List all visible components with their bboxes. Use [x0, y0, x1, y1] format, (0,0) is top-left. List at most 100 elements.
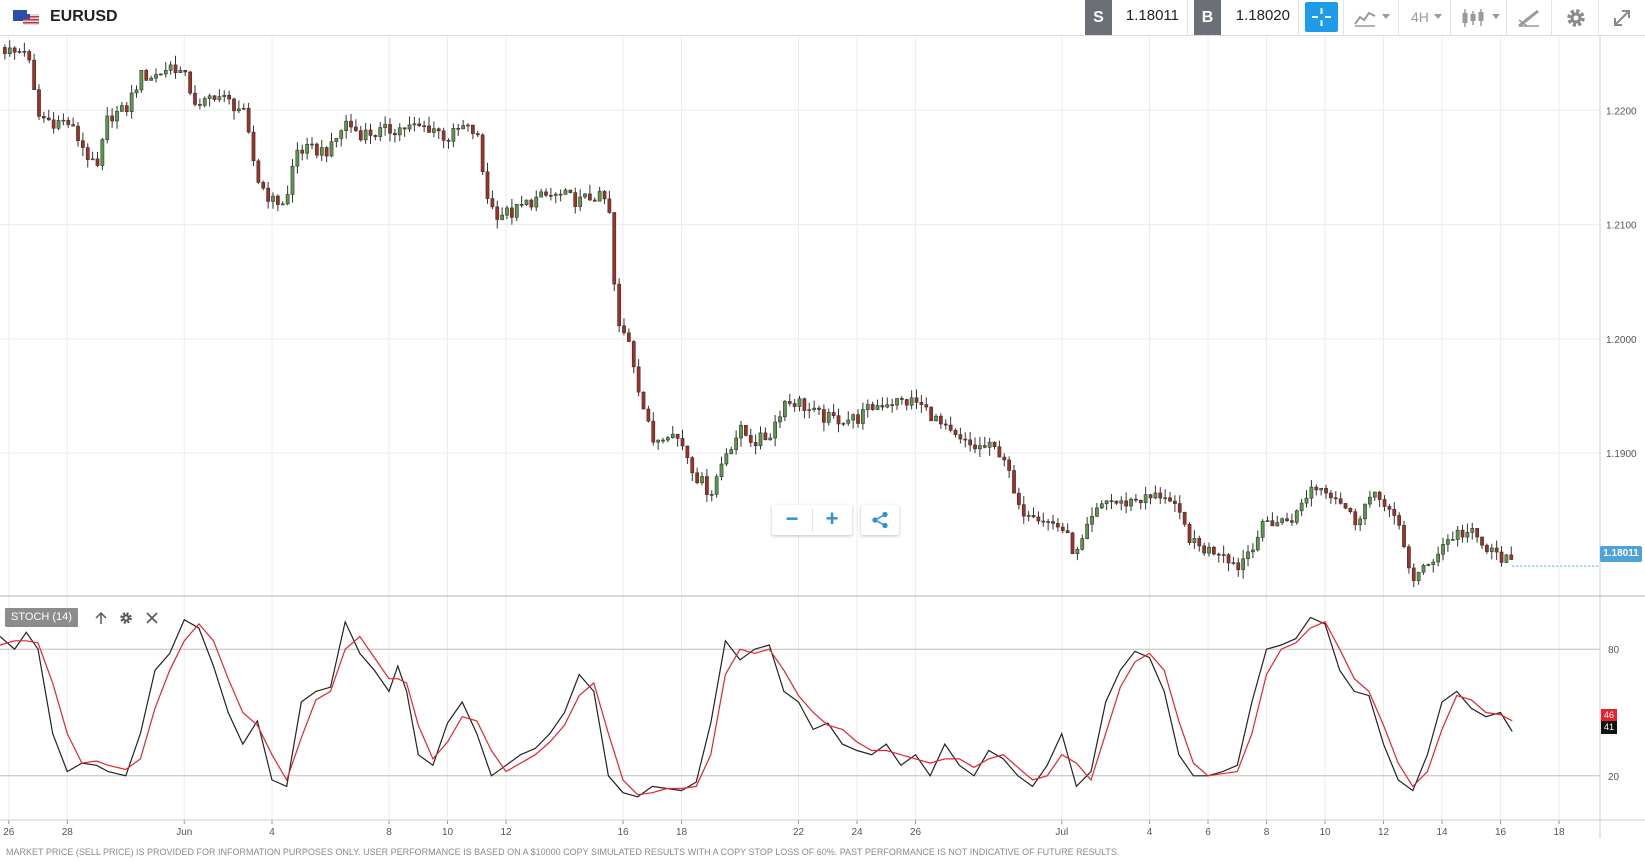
- candle-body: [436, 128, 441, 132]
- current-price-badge: 1.18011: [1600, 546, 1642, 562]
- candle-body: [958, 434, 963, 440]
- candle-body: [1119, 500, 1124, 504]
- candle-body: [1402, 525, 1406, 548]
- symbol-title[interactable]: EURUSD: [50, 8, 118, 25]
- candle-body: [778, 416, 782, 423]
- candle-body: [851, 414, 855, 421]
- candle-body: [66, 119, 71, 125]
- candle-body: [846, 419, 851, 424]
- candle-body: [973, 444, 977, 450]
- candle-body: [553, 193, 558, 196]
- candle-body: [173, 64, 178, 74]
- candle-body: [695, 472, 699, 484]
- crosshair-button[interactable]: [1305, 2, 1338, 32]
- candle-body: [978, 445, 982, 450]
- candle-body: [1163, 497, 1168, 500]
- candle-body: [1129, 498, 1133, 507]
- candle-body: [807, 409, 812, 411]
- candle-body: [76, 125, 80, 141]
- x-tick-label: Jul: [1055, 827, 1068, 838]
- candles-icon: [1462, 9, 1484, 27]
- timeframe-select[interactable]: 4H: [1398, 0, 1451, 35]
- candle-body: [1231, 562, 1236, 565]
- candle-body: [617, 283, 621, 327]
- sell-price[interactable]: 1.18011: [1112, 0, 1188, 35]
- candle-body: [661, 439, 665, 442]
- candle-body: [202, 98, 207, 106]
- candle-body: [1241, 558, 1246, 571]
- draw-button[interactable]: [1506, 0, 1552, 35]
- candle-body: [1368, 496, 1372, 505]
- candle-body: [1441, 544, 1445, 555]
- price-chart[interactable]: 26 28 Jun 4 8 10 12 16 18 22 24 26 Jul 4 6 8 10 12 14 16 181…: [0, 36, 1645, 848]
- candle-body: [1353, 511, 1358, 526]
- share-button[interactable]: [861, 505, 899, 535]
- candle-body: [680, 438, 685, 447]
- x-tick-label: 12: [500, 827, 512, 838]
- candle-body: [1309, 486, 1314, 499]
- candle-body: [232, 98, 236, 112]
- arrow-up-icon[interactable]: [94, 611, 108, 625]
- indicator-label[interactable]: STOCH (14): [5, 608, 78, 627]
- candle-body: [120, 105, 124, 112]
- candle-body: [1104, 500, 1109, 505]
- candle-body: [1090, 515, 1094, 525]
- candle-body: [787, 401, 792, 404]
- candle-body: [895, 398, 899, 406]
- candle-body: [1499, 551, 1504, 563]
- expand-button[interactable]: [1598, 0, 1645, 35]
- candle-body: [193, 92, 197, 105]
- candles-button[interactable]: [1450, 0, 1507, 35]
- candle-body: [1338, 498, 1343, 504]
- candle-body: [636, 366, 641, 393]
- sell-label[interactable]: S: [1085, 0, 1112, 35]
- candle-body: [929, 406, 933, 422]
- x-tick-label: 28: [62, 827, 74, 838]
- candle-body: [836, 415, 841, 425]
- candle-body: [987, 441, 992, 448]
- candle-body: [1221, 554, 1226, 556]
- candle-body: [12, 47, 17, 53]
- candle-body: [178, 69, 183, 74]
- candle-body: [1085, 523, 1090, 539]
- x-tick-label: 22: [793, 827, 805, 838]
- candle-body: [802, 398, 807, 411]
- candle-body: [1007, 459, 1012, 471]
- candle-body: [1450, 539, 1455, 541]
- x-tick-label: 8: [386, 827, 392, 838]
- candle-body: [149, 77, 153, 81]
- candle-body: [1299, 502, 1304, 512]
- x-tick-label: Jun: [176, 827, 192, 838]
- candle-body: [919, 402, 924, 405]
- candle-body: [280, 203, 285, 206]
- chart-type-button[interactable]: [1343, 0, 1399, 35]
- indicator-gear-icon[interactable]: [119, 611, 133, 625]
- candle-body: [607, 198, 612, 213]
- buy-price[interactable]: 1.18020: [1221, 0, 1299, 35]
- candle-body: [1036, 516, 1041, 522]
- candle-body: [310, 143, 314, 146]
- candle-body: [685, 445, 690, 458]
- candle-body: [1046, 521, 1051, 523]
- zoom-controls: − +: [772, 505, 852, 535]
- candle-body: [1363, 503, 1367, 520]
- candle-body: [1304, 497, 1309, 504]
- candle-body: [817, 407, 821, 410]
- candle-body: [256, 160, 261, 183]
- buy-label[interactable]: B: [1194, 0, 1221, 35]
- candle-body: [1270, 520, 1275, 527]
- crosshair-icon: [1312, 8, 1331, 26]
- zoom-out-button[interactable]: −: [785, 506, 799, 531]
- candle-body: [1275, 522, 1280, 527]
- settings-button[interactable]: [1551, 0, 1599, 35]
- candle-body: [144, 70, 149, 81]
- candle-body: [1026, 515, 1031, 517]
- candle-body: [982, 445, 987, 448]
- candle-body: [768, 437, 773, 441]
- candle-body: [1494, 547, 1499, 553]
- x-tick-label: 8: [1264, 827, 1270, 838]
- candle-body: [1114, 500, 1119, 504]
- close-icon[interactable]: [146, 612, 158, 624]
- zoom-in-button[interactable]: +: [825, 506, 839, 531]
- candle-body: [514, 204, 519, 218]
